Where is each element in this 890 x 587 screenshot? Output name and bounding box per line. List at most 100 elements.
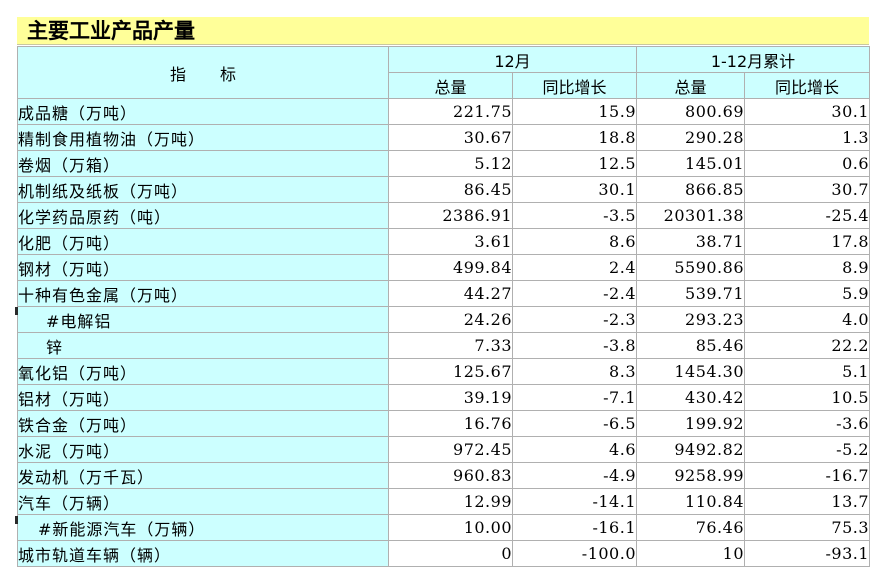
table-row: 发动机（万千瓦） 960.83 -4.9 9258.99 -16.7 (17, 462, 871, 489)
cumulative-total-cell: 293.23 (636, 306, 745, 333)
table-body: 成品糖（万吨） 221.75 15.9 800.69 30.1 精制食用植物油（万吨） 30… (17, 98, 871, 567)
row-label: 铁合金（万吨） (17, 410, 389, 437)
cumulative-yoy-cell: 8.9 (743, 254, 871, 281)
december-yoy-cell: 12.5 (512, 150, 637, 177)
december-total-cell: 12.99 (388, 488, 513, 515)
cumulative-total-cell: 800.69 (636, 98, 745, 125)
cumulative-total-cell: 10 (636, 540, 745, 567)
row-label: 卷烟（万箱） (17, 150, 389, 177)
table-row: #电解铝 24.26 -2.3 293.23 4.0 (17, 306, 871, 333)
december-total-cell: 86.45 (388, 176, 513, 203)
row-label: 十种有色金属（万吨） (17, 280, 389, 307)
table-row: 十种有色金属（万吨） 44.27 -2.4 539.71 5.9 (17, 280, 871, 307)
cumulative-total-cell: 199.92 (636, 410, 745, 437)
cumulative-yoy-cell: 17.8 (743, 228, 871, 255)
december-yoy-cell: -6.5 (512, 410, 637, 437)
cumulative-total-cell: 110.84 (636, 488, 745, 515)
row-label: 钢材（万吨） (17, 254, 389, 281)
cumulative-yoy-cell: -16.7 (743, 462, 871, 489)
table-row: 氧化铝（万吨） 125.67 8.3 1454.30 5.1 (17, 358, 871, 385)
december-total-cell: 0 (388, 540, 513, 567)
title-bar: 主要工业产品产量 (17, 17, 869, 45)
december-yoy-cell: -2.4 (512, 280, 637, 307)
cumulative-total-cell: 5590.86 (636, 254, 745, 281)
december-yoy-cell: 2.4 (512, 254, 637, 281)
table-row: 锌 7.33 -3.8 85.46 22.2 (17, 332, 871, 359)
table-row: 机制纸及纸板（万吨） 86.45 30.1 866.85 30.7 (17, 176, 871, 203)
cumulative-total-cell: 866.85 (636, 176, 745, 203)
cell-marker (15, 307, 18, 315)
table-row: 汽车（万辆） 12.99 -14.1 110.84 13.7 (17, 488, 871, 515)
cumulative-yoy-cell: 4.0 (743, 306, 871, 333)
cumulative-total-cell: 539.71 (636, 280, 745, 307)
table-row: 卷烟（万箱） 5.12 12.5 145.01 0.6 (17, 150, 871, 177)
production-table: 指标 12月 1-12月累计 总量 同比增长 总量 同比增长 成品糖（万吨） 22… (17, 46, 871, 567)
cumulative-yoy-cell: -93.1 (743, 540, 871, 567)
cumulative-yoy-cell: -3.6 (743, 410, 871, 437)
december-yoy-cell: -3.8 (512, 332, 637, 359)
cumulative-yoy-cell: 75.3 (743, 514, 871, 541)
december-yoy-cell: -3.5 (512, 202, 637, 229)
cumulative-total-cell: 290.28 (636, 124, 745, 151)
row-label: 汽车（万辆） (17, 488, 389, 515)
december-total-cell: 2386.91 (388, 202, 513, 229)
table-row: 铁合金（万吨） 16.76 -6.5 199.92 -3.6 (17, 410, 871, 437)
december-total-cell: 24.26 (388, 306, 513, 333)
december-total-cell: 221.75 (388, 98, 513, 125)
cumulative-total-cell: 145.01 (636, 150, 745, 177)
row-label: #新能源汽车（万辆） (17, 514, 389, 541)
table-row: 钢材（万吨） 499.84 2.4 5590.86 8.9 (17, 254, 871, 281)
row-label: 机制纸及纸板（万吨） (17, 176, 389, 203)
row-label: 精制食用植物油（万吨） (17, 124, 389, 151)
cumulative-yoy-cell: -25.4 (743, 202, 871, 229)
december-yoy-cell: 15.9 (512, 98, 637, 125)
indicator-header: 指标 (17, 46, 389, 99)
cumulative-total-cell: 76.46 (636, 514, 745, 541)
cumulative-total-cell: 9492.82 (636, 436, 745, 463)
row-label: 水泥（万吨） (17, 436, 389, 463)
table-row: 化肥（万吨） 3.61 8.6 38.71 17.8 (17, 228, 871, 255)
table-title: 主要工业产品产量 (27, 19, 195, 43)
december-total-cell: 499.84 (388, 254, 513, 281)
row-label: 锌 (17, 332, 389, 359)
cumulative-yoy-cell: 30.1 (743, 98, 871, 125)
cumulative-total-cell: 9258.99 (636, 462, 745, 489)
cumulative-group-header: 1-12月累计 (635, 46, 871, 73)
cumulative-total-cell: 20301.38 (636, 202, 745, 229)
table-row: 铝材（万吨） 39.19 -7.1 430.42 10.5 (17, 384, 871, 411)
indicator-header-char2: 标 (220, 64, 237, 84)
december-yoy-cell: 30.1 (512, 176, 637, 203)
cumulative-total-header: 总量 (636, 72, 745, 99)
december-total-cell: 7.33 (388, 332, 513, 359)
december-yoy-cell: -4.9 (512, 462, 637, 489)
december-yoy-cell: -16.1 (512, 514, 637, 541)
row-label: 铝材（万吨） (17, 384, 389, 411)
december-group-header: 12月 (388, 46, 637, 73)
december-total-cell: 44.27 (388, 280, 513, 307)
cumulative-total-cell: 430.42 (636, 384, 745, 411)
december-yoy-cell: -7.1 (512, 384, 637, 411)
cumulative-yoy-cell: 5.1 (743, 358, 871, 385)
cumulative-yoy-header: 同比增长 (743, 72, 871, 99)
december-total-cell: 960.83 (388, 462, 513, 489)
cumulative-yoy-cell: 0.6 (743, 150, 871, 177)
december-yoy-cell: -14.1 (512, 488, 637, 515)
december-total-cell: 3.61 (388, 228, 513, 255)
row-label: 化学药品原药（吨） (17, 202, 389, 229)
december-yoy-cell: 18.8 (512, 124, 637, 151)
cumulative-total-cell: 38.71 (636, 228, 745, 255)
indicator-header-char1: 指 (169, 64, 186, 84)
table-row: 城市轨道车辆（辆） 0 -100.0 10 -93.1 (17, 540, 871, 567)
table-row: 精制食用植物油（万吨） 30.67 18.8 290.28 1.3 (17, 124, 871, 151)
december-yoy-cell: -2.3 (512, 306, 637, 333)
table-row: 成品糖（万吨） 221.75 15.9 800.69 30.1 (17, 98, 871, 125)
december-total-cell: 125.67 (388, 358, 513, 385)
cumulative-yoy-cell: 13.7 (743, 488, 871, 515)
row-label: 化肥（万吨） (17, 228, 389, 255)
december-yoy-cell: 8.6 (512, 228, 637, 255)
table-row: 水泥（万吨） 972.45 4.6 9492.82 -5.2 (17, 436, 871, 463)
cumulative-total-cell: 85.46 (636, 332, 745, 359)
cumulative-yoy-cell: -5.2 (743, 436, 871, 463)
cumulative-yoy-cell: 5.9 (743, 280, 871, 307)
